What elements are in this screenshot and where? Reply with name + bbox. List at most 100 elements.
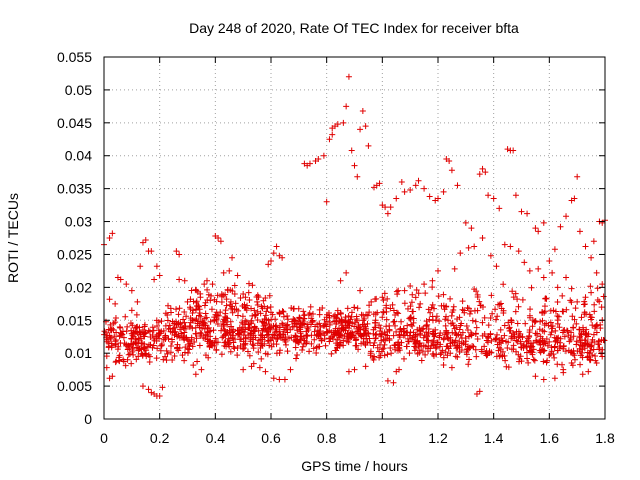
data-point [108, 344, 115, 351]
data-point [432, 326, 439, 333]
data-point [181, 309, 188, 316]
data-point [526, 327, 533, 334]
data-point [178, 324, 185, 331]
data-point [577, 352, 584, 359]
data-point [440, 291, 447, 298]
data-point [493, 263, 500, 270]
data-point [323, 198, 330, 205]
data-point [337, 310, 344, 317]
data-point [454, 182, 461, 189]
data-point [372, 332, 379, 339]
data-point [333, 320, 340, 327]
data-point [296, 338, 303, 345]
data-point [338, 326, 345, 333]
data-point [327, 319, 334, 326]
data-point [223, 315, 230, 322]
data-point [493, 353, 500, 360]
data-point [420, 325, 427, 332]
data-point [344, 305, 351, 312]
data-point [107, 321, 114, 328]
data-point [559, 292, 566, 299]
data-point [234, 352, 241, 359]
data-point [588, 254, 595, 261]
data-point [581, 337, 588, 344]
data-point [196, 306, 203, 313]
data-point [266, 321, 273, 328]
data-point [487, 315, 494, 322]
data-point [193, 315, 200, 322]
data-point [468, 332, 475, 339]
data-point [492, 336, 499, 343]
data-point [496, 205, 503, 212]
data-point [584, 354, 591, 361]
data-point [231, 290, 238, 297]
data-point [309, 317, 316, 324]
data-point [149, 324, 156, 331]
data-point [333, 314, 340, 321]
data-point [139, 239, 146, 246]
data-point [290, 305, 297, 312]
data-point [347, 332, 354, 339]
data-point [601, 337, 608, 344]
data-point [220, 292, 227, 299]
data-point [574, 298, 581, 305]
data-point [229, 288, 236, 295]
data-point [150, 335, 157, 342]
data-point [202, 331, 209, 338]
data-point [466, 310, 473, 317]
data-point [112, 319, 119, 326]
data-point [322, 342, 329, 349]
data-point [452, 353, 459, 360]
data-point [123, 281, 130, 288]
data-point [501, 241, 508, 248]
data-point [578, 330, 585, 337]
data-point [345, 73, 352, 80]
data-point [117, 329, 124, 336]
data-point [346, 322, 353, 329]
data-point [145, 327, 152, 334]
data-point [227, 348, 234, 355]
data-point [405, 338, 412, 345]
data-point [548, 348, 555, 355]
data-point [158, 342, 165, 349]
data-point [276, 376, 283, 383]
data-point [524, 343, 531, 350]
data-point [556, 345, 563, 352]
data-point [261, 319, 268, 326]
data-point [447, 295, 454, 302]
data-point [342, 327, 349, 334]
data-point [436, 343, 443, 350]
data-point [396, 332, 403, 339]
data-point [135, 353, 142, 360]
data-point [308, 340, 315, 347]
data-point [205, 324, 212, 331]
data-point [528, 348, 535, 355]
data-point [187, 340, 194, 347]
data-point [225, 340, 232, 347]
data-point [532, 317, 539, 324]
data-point [444, 352, 451, 359]
data-point [516, 358, 523, 365]
data-point [478, 346, 485, 353]
data-point [142, 330, 149, 337]
data-point [306, 348, 313, 355]
data-point [204, 296, 211, 303]
data-point [240, 290, 247, 297]
data-point [462, 219, 469, 226]
y-tick-label: 0.055 [57, 49, 92, 65]
data-point [173, 248, 180, 255]
data-point [187, 296, 194, 303]
data-point [129, 348, 136, 355]
data-point [218, 291, 225, 298]
data-point [250, 328, 257, 335]
data-point [513, 348, 520, 355]
data-point [479, 235, 486, 241]
data-point [227, 298, 234, 305]
data-point [431, 305, 438, 312]
data-point [571, 195, 578, 202]
data-point [260, 326, 267, 333]
data-point [507, 243, 514, 250]
data-point [456, 314, 463, 321]
data-point [544, 342, 551, 349]
data-point [435, 195, 441, 202]
